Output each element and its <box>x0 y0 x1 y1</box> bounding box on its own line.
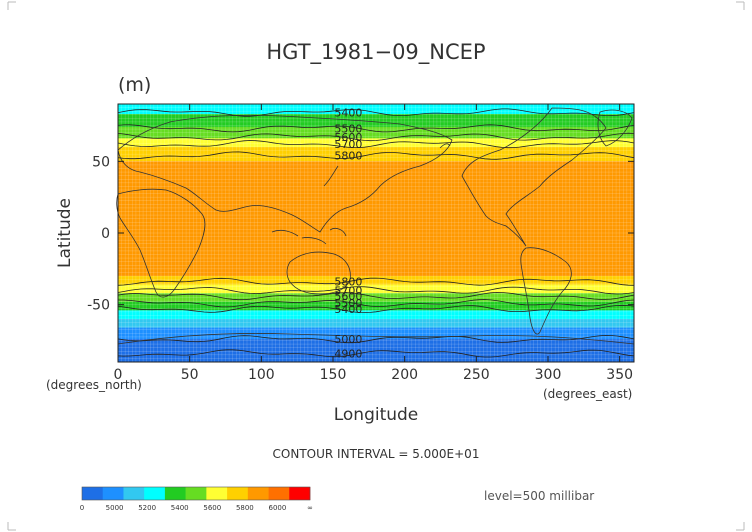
colorbar-swatch <box>144 487 166 500</box>
colorbar-swatch <box>289 487 311 500</box>
contour-lines <box>117 108 635 358</box>
colorbar-swatch <box>102 487 124 500</box>
contour-label: 5400 <box>334 107 362 120</box>
x-tick-label: 50 <box>181 367 199 383</box>
contour-interval-text: CONTOUR INTERVAL = 5.000E+01 <box>273 447 480 461</box>
colorbar-label: 5000 <box>106 504 124 512</box>
colorbar-frame <box>81 486 311 501</box>
contour-line <box>117 151 635 160</box>
contour-label: 5800 <box>334 276 362 289</box>
contour-label: 5500 <box>334 122 362 135</box>
color-band <box>118 327 634 340</box>
x-tick-label: 100 <box>248 367 275 383</box>
colorbar-swatch <box>268 487 290 500</box>
grid <box>117 103 635 363</box>
colorbar-label: 5200 <box>138 504 156 512</box>
color-band <box>118 310 634 319</box>
color-band <box>118 114 634 127</box>
contour-line <box>117 140 635 149</box>
colorbar-label: 0 <box>80 504 84 512</box>
colorbar-swatch <box>82 487 104 500</box>
color-band <box>118 276 634 285</box>
y-ticks: 50 0 -50 <box>87 154 634 314</box>
x-tick-label: 250 <box>463 367 490 383</box>
colorbar-label: ∞ <box>307 504 313 512</box>
color-band <box>118 293 634 302</box>
contour-line <box>117 286 635 295</box>
chart-title: HGT_1981−09_NCEP <box>266 40 485 65</box>
colorbar-label: 5800 <box>236 504 254 512</box>
color-band <box>118 284 634 294</box>
plot-area: 5400550056005700580058005700560055005400… <box>87 103 635 383</box>
y-tick-label: 0 <box>101 226 110 242</box>
colorbar-swatch <box>164 487 186 500</box>
colorbar <box>81 486 311 501</box>
contour-line <box>117 334 635 344</box>
x-tick-label: 300 <box>535 367 562 383</box>
contour-label: 5000 <box>334 333 362 346</box>
contour-label: 5400 <box>334 303 362 316</box>
contour-line <box>117 277 635 286</box>
y-axis-label: Latitude <box>55 198 75 268</box>
colorbar-label: 5400 <box>171 504 189 512</box>
color-band <box>118 126 634 139</box>
x-tick-label: 200 <box>391 367 418 383</box>
contour-line <box>118 299 635 308</box>
coastlines <box>116 107 635 345</box>
colorbar-label: 6000 <box>269 504 287 512</box>
colorbar-swatch <box>206 487 228 500</box>
color-band <box>118 104 634 115</box>
contour-label: 5500 <box>334 297 362 310</box>
color-band <box>118 147 634 162</box>
level-text: level=500 millibar <box>484 489 594 503</box>
x-unit-note: (degrees_east) <box>543 387 632 401</box>
contour-label: 5700 <box>334 284 362 297</box>
contour-label: 5700 <box>334 138 362 151</box>
contour-line <box>117 304 635 314</box>
x-ticks: 0 50 100 150 200 250 300 350 <box>114 104 633 383</box>
x-tick-label: 0 <box>114 367 123 383</box>
colorbar-labels: 0 5000 5200 5400 5600 5800 6000 ∞ <box>80 504 313 512</box>
contour-label: 5800 <box>334 150 362 163</box>
units-label: (m) <box>118 74 151 96</box>
colorbar-swatch <box>123 487 145 500</box>
crop-marks <box>7 1 745 531</box>
colorbar-label: 5600 <box>203 504 221 512</box>
x-tick-label: 350 <box>606 367 633 383</box>
x-tick-label: 150 <box>320 367 347 383</box>
contour-line <box>117 291 635 301</box>
contour-label: 5600 <box>334 290 362 303</box>
contour-line <box>117 124 635 133</box>
y-tick-label: 50 <box>92 154 110 170</box>
contour-line <box>117 132 635 142</box>
color-band <box>118 138 634 147</box>
colorbar-swatch <box>247 487 269 500</box>
color-band <box>118 319 634 328</box>
contour-label: 5600 <box>334 131 362 144</box>
contour-label: 4900 <box>334 347 362 360</box>
y-tick-label: -50 <box>87 298 110 314</box>
colorbar-swatch <box>185 487 207 500</box>
contour-line <box>117 349 635 358</box>
x-axis-label: Longitude <box>334 405 419 425</box>
y-unit-note: (degrees_north) <box>46 378 142 392</box>
colorbar-swatch <box>227 487 249 500</box>
contour-labels: 5400550056005700580058005700560055005400… <box>334 107 362 361</box>
